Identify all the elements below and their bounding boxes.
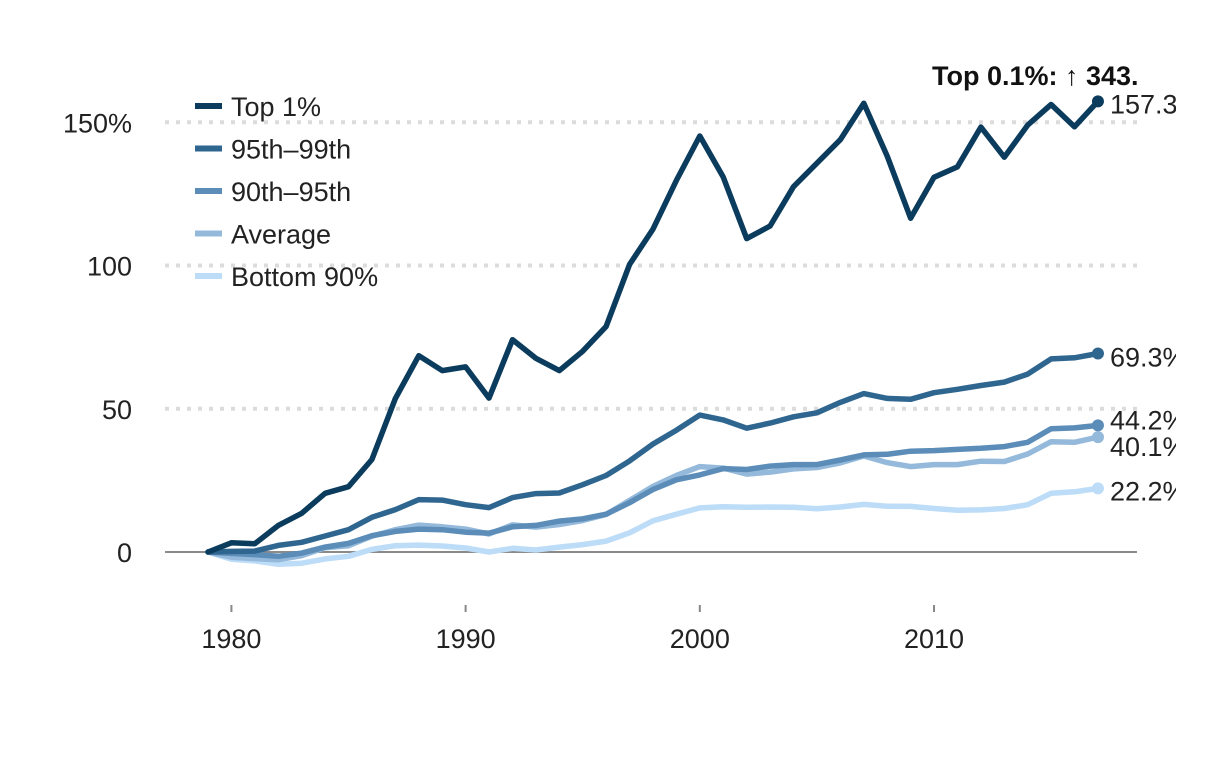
series-line-90th-95th [205, 422, 1101, 560]
series-end-point [1091, 419, 1104, 432]
legend-label: Bottom 90% [231, 262, 378, 292]
series-line-95th-99th [205, 350, 1101, 555]
series-end-point [1091, 431, 1104, 444]
legend-label: Top 1% [231, 92, 321, 122]
end-labels: 157.3% 69.3% 44.2%40.1% 22.2% [1091, 89, 1202, 506]
y-axis: 0 50 100 150% [63, 108, 132, 568]
series-end-point [1091, 482, 1104, 495]
series-lines [205, 98, 1101, 568]
legend-label: 95th–99th [231, 135, 351, 165]
series-line-average [205, 434, 1101, 563]
y-tick-label: 50 [102, 395, 132, 425]
series-end-point [1091, 95, 1104, 108]
series-line-bottom-90- [205, 485, 1101, 568]
y-tick-label: 150% [63, 108, 132, 138]
series-end-label: 40.1% [1110, 432, 1187, 462]
x-tick-label: 1980 [201, 624, 261, 654]
legend-label: 90th–95th [231, 177, 351, 207]
y-tick-label: 0 [117, 538, 132, 568]
top-01-annotation: Top 0.1%: ↑ 343. [932, 61, 1139, 91]
legend: Top 1% 95th–99th 90th–95th Average Bottom 90… [195, 92, 378, 292]
series-end-label: 157.3% [1110, 89, 1202, 119]
y-tick-label: 100 [87, 252, 132, 282]
x-tick-label: 2000 [670, 624, 730, 654]
series-line-top-1- [205, 98, 1101, 555]
x-axis: 1980 1990 2000 2010 [201, 605, 964, 654]
series-end-label: 22.2% [1110, 476, 1187, 506]
x-tick-label: 1990 [436, 624, 496, 654]
x-tick-label: 2010 [904, 624, 964, 654]
legend-label: Average [231, 220, 331, 250]
series-end-label: 69.3% [1110, 342, 1187, 372]
series-end-point [1091, 347, 1104, 360]
gridlines [165, 120, 1137, 553]
series-end-label: 44.2% [1110, 405, 1187, 435]
